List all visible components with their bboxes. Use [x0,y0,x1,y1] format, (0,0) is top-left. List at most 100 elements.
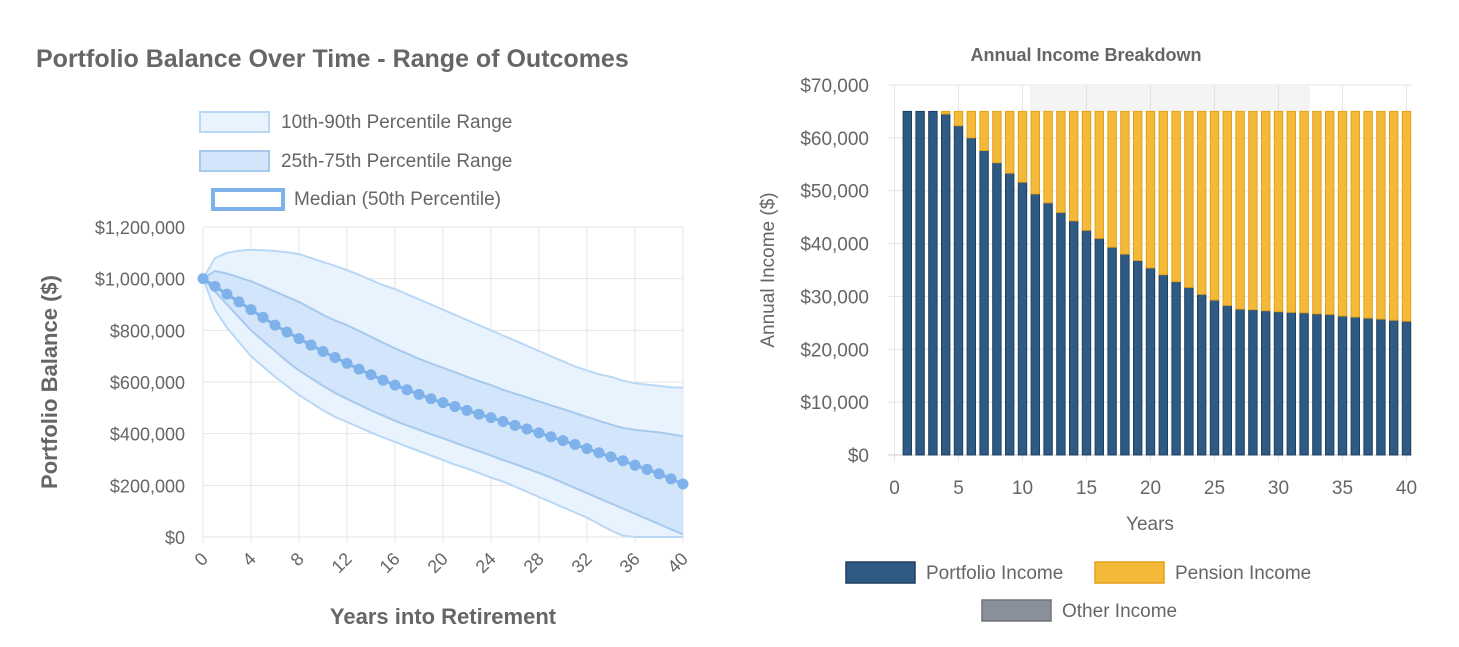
bar-portfolio-income [992,162,1002,456]
right-y-tick: $40,000 [800,235,869,256]
left-legend: 10th-90th Percentile Range 25th-75th Per… [199,111,512,211]
median-point [401,384,413,396]
left-series [197,248,689,538]
legend-label-outer-band[interactable]: 10th-90th Percentile Range [281,112,512,133]
bar-portfolio-income [1056,211,1066,456]
bar-pension-income [953,110,964,127]
bar-portfolio-income [1017,181,1028,456]
bar-portfolio-income [1350,316,1360,456]
bar-pension-income [966,110,976,139]
bar-portfolio-income [1389,319,1399,456]
median-point [353,363,365,375]
right-x-tick: 0 [889,478,900,499]
bar-portfolio-income [1401,320,1412,456]
bar-pension-income [979,110,989,151]
legend-label-inner-band[interactable]: 25th-75th Percentile Range [281,151,512,172]
bar-pension-income [1401,110,1412,322]
median-point [497,416,509,428]
median-point [629,459,641,471]
right-x-tick: 40 [1396,478,1417,499]
bar-pension-income [1043,110,1053,204]
median-point [449,401,461,413]
legend-swatch-pension[interactable] [1094,561,1165,584]
right-legend: Portfolio Income Pension Income Other In… [845,561,1311,622]
bar-portfolio-income [1081,229,1092,456]
left-x-tick: 16 [376,549,404,577]
bar-portfolio-income [966,137,976,456]
median-point [233,296,245,308]
right-x-tick: 10 [1012,478,1033,499]
median-point [257,311,269,323]
left-y-tick: $0 [165,528,185,548]
bar-pension-income [1248,110,1258,311]
median-point [365,369,377,381]
left-x-tick: 4 [239,549,260,570]
bar-pension-income [1133,110,1143,262]
legend-swatch-portfolio[interactable] [845,561,916,584]
left-x-tick: 24 [472,549,500,577]
median-point [521,423,533,435]
bar-pension-income [1209,110,1220,301]
right-x-tick: 20 [1140,478,1161,499]
median-point [425,393,437,405]
median-point [473,408,485,420]
median-point [533,427,545,439]
median-point [389,379,401,391]
bar-pension-income [1081,110,1092,231]
median-point [617,455,629,467]
left-y-tick: $1,000,000 [95,270,185,290]
left-x-axis-label: Years into Retirement [330,604,557,629]
legend-swatch-median[interactable] [211,188,285,211]
legend-label-other[interactable]: Other Income [1062,601,1177,622]
bar-portfolio-income [1261,310,1271,456]
legend-label-portfolio[interactable]: Portfolio Income [926,563,1063,584]
median-point [269,319,281,331]
bar-portfolio-income [1043,202,1053,456]
bar-portfolio-income [1005,172,1015,456]
bar-pension-income [992,110,1002,164]
median-point [605,451,617,463]
median-point [197,273,209,285]
bar-pension-income [1376,110,1386,320]
median-point [293,333,305,345]
income-breakdown-chart: Annual Income Breakdown $0 $10,000 $20,0… [758,45,1417,622]
median-point [329,351,341,363]
bar-pension-income [1337,110,1348,317]
legend-swatch-other[interactable] [981,599,1052,622]
bar-pension-income [1261,110,1271,312]
bar-portfolio-income [1235,308,1245,456]
bar-pension-income [1017,110,1028,183]
median-point [209,280,221,292]
median-point [245,304,257,316]
bar-portfolio-income [1222,304,1232,456]
bar-pension-income [1184,110,1194,288]
right-y-tick: $20,000 [800,340,869,361]
legend-label-median[interactable]: Median (50th Percentile) [294,189,501,210]
bar-portfolio-income [902,110,912,456]
band-10-90-upper-line [202,248,684,389]
bar-portfolio-income [1209,299,1220,456]
legend-swatch-outer-band[interactable] [199,111,270,133]
bar-portfolio-income [1069,220,1079,456]
bar-pension-income [1094,110,1104,239]
median-point [341,357,353,369]
legend-swatch-inner-band[interactable] [199,150,270,172]
bar-portfolio-income [1145,267,1156,456]
left-y-tick: $400,000 [110,425,185,445]
right-y-tick: $70,000 [800,76,869,97]
right-x-tick: 5 [953,478,964,499]
bar-pension-income [1363,110,1373,319]
bar-portfolio-income [1248,309,1258,456]
bar-portfolio-income [941,113,951,456]
bar-pension-income [1120,110,1130,255]
median-point [317,346,329,358]
left-x-tick: 12 [328,549,356,577]
right-bars [902,110,1412,456]
bar-pension-income [1286,110,1296,313]
median-point [545,431,557,443]
bar-portfolio-income [1158,274,1168,456]
bar-portfolio-income [1133,260,1143,456]
legend-label-pension[interactable]: Pension Income [1175,563,1311,584]
median-point [641,463,653,475]
